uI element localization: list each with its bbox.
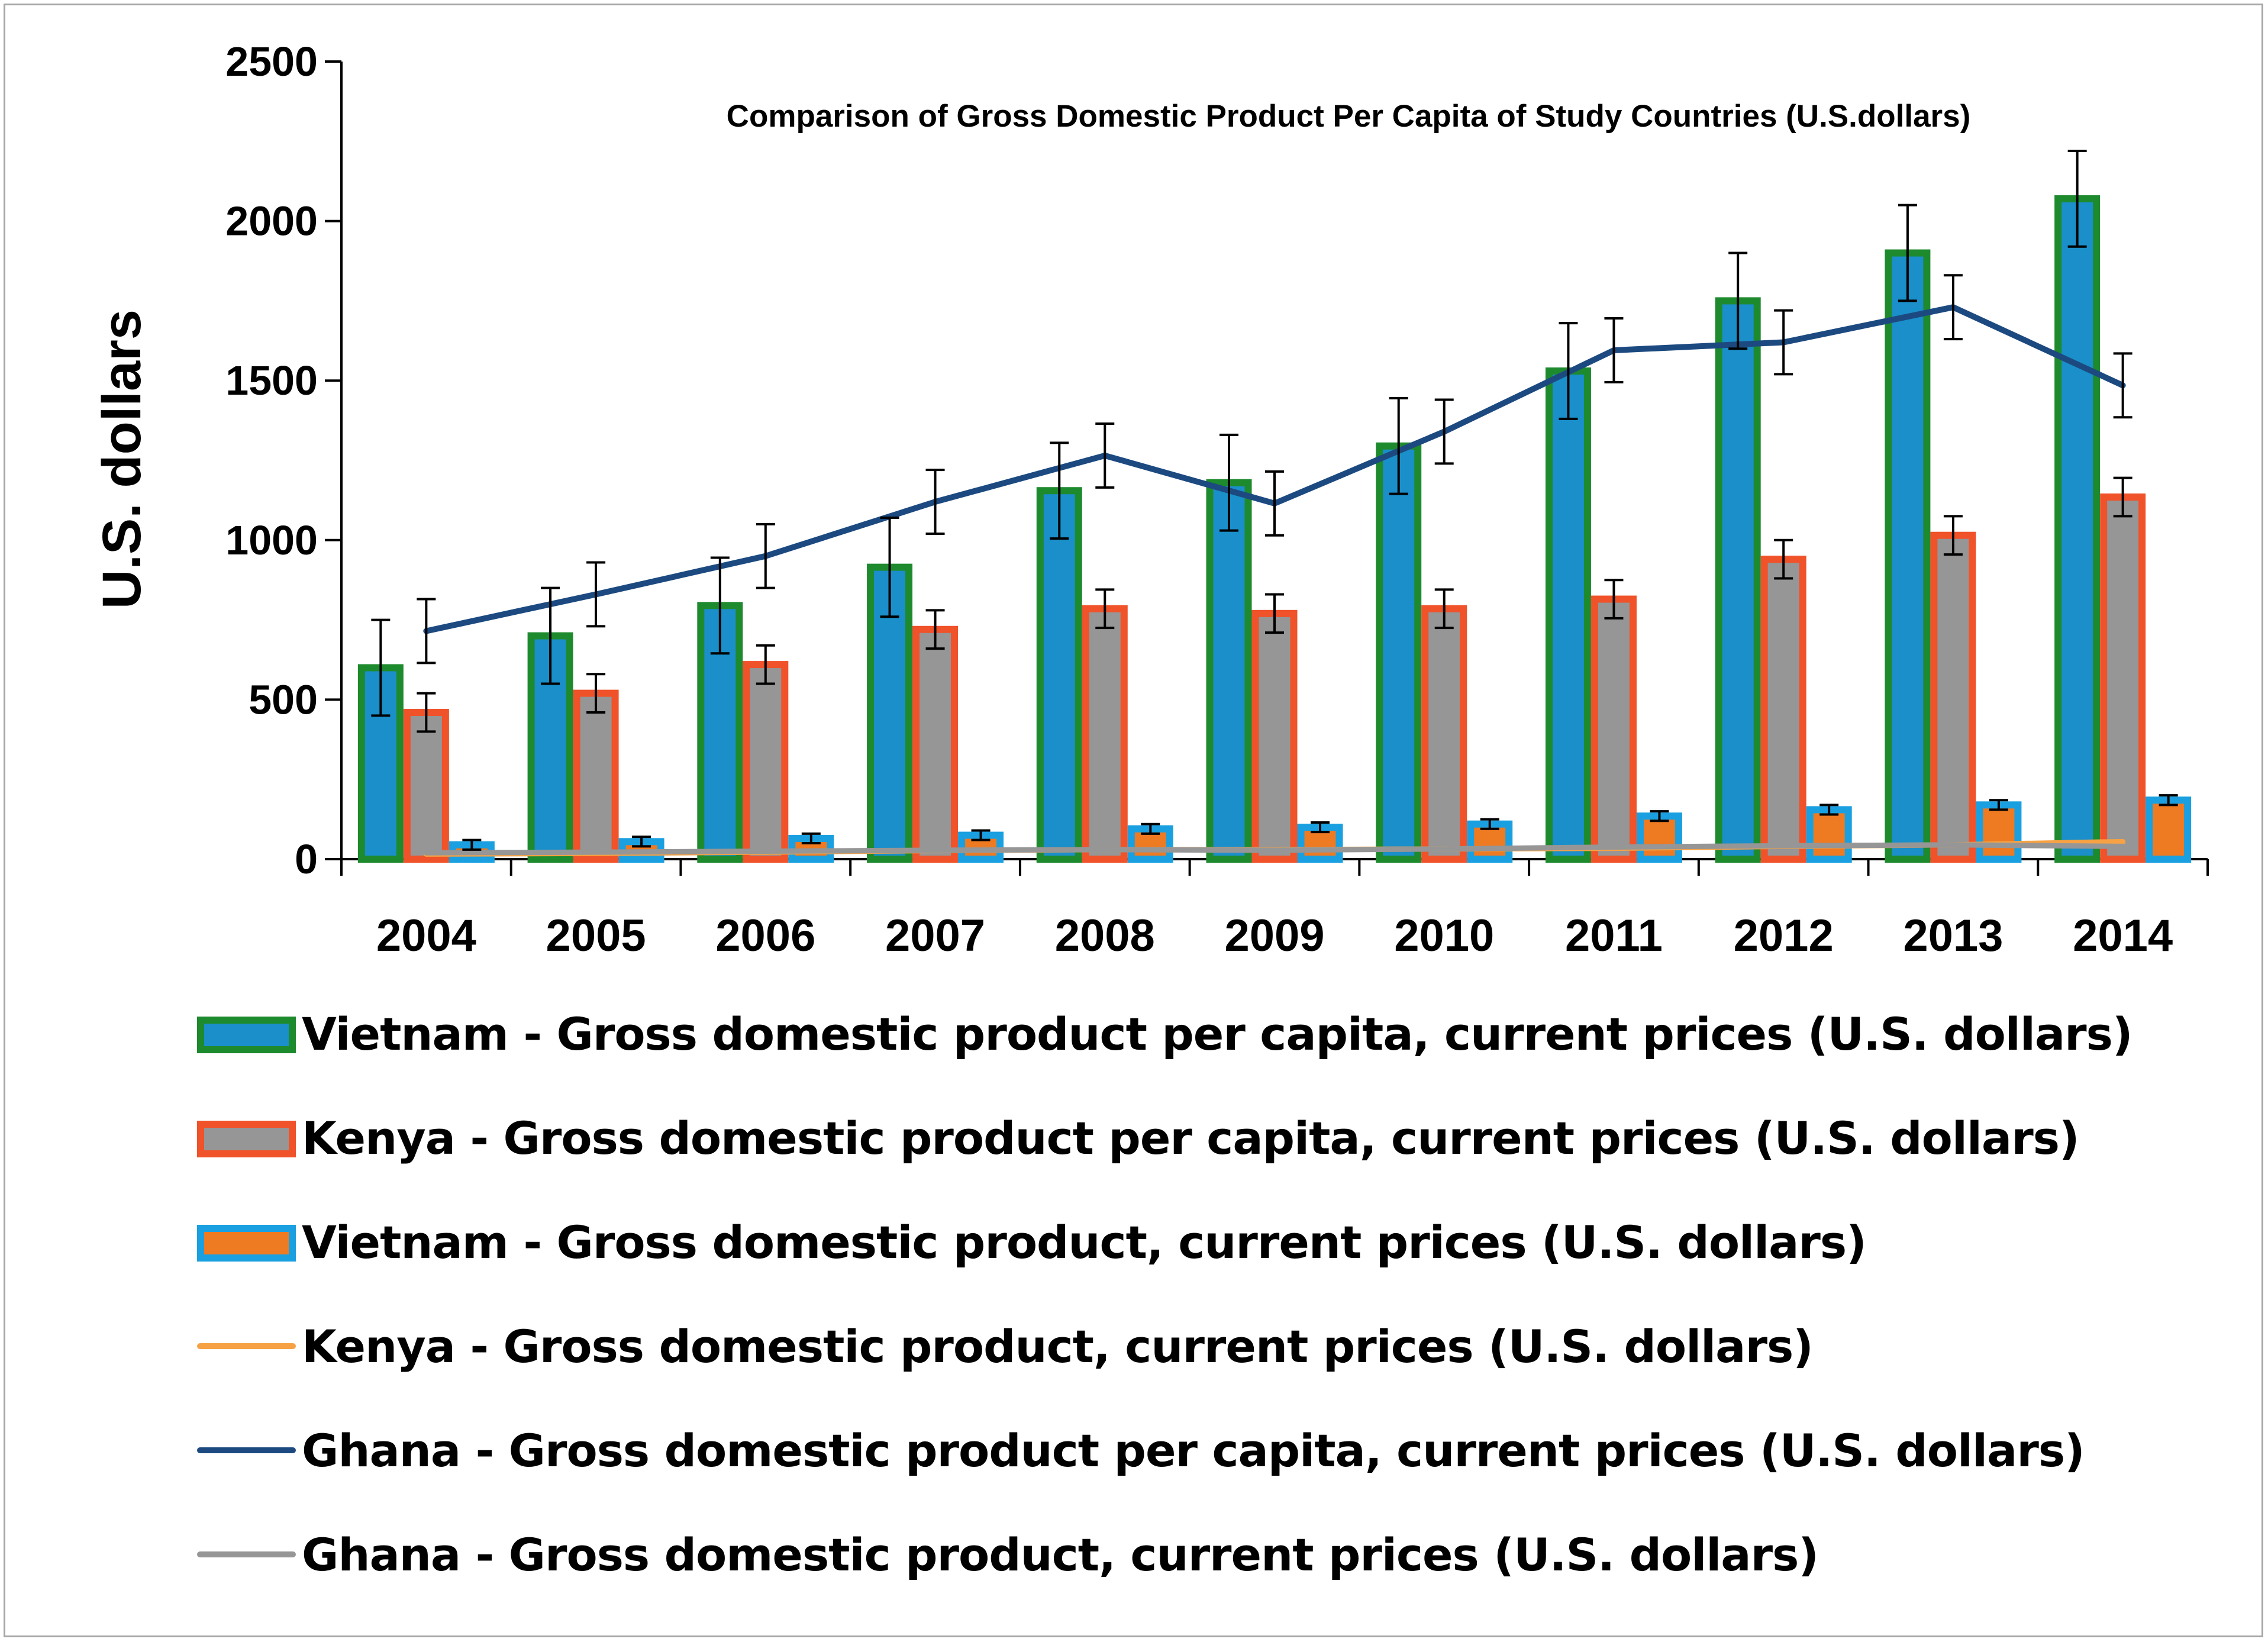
x-tick-label-2008: 2008: [1055, 911, 1155, 961]
x-tick-label-2006: 2006: [715, 911, 815, 961]
x-tick-label-2007: 2007: [885, 911, 985, 961]
chart-title: Comparison of Gross Domestic Product Per…: [727, 99, 1971, 134]
legend-item-kenya-gdp-per-capita: Kenya - Gross domestic product per capit…: [195, 1086, 2236, 1190]
x-tick-label-2014: 2014: [2073, 911, 2173, 961]
legend: Vietnam - Gross domestic product per cap…: [195, 982, 2236, 1606]
line-series-5: [423, 842, 2126, 856]
x-tick-label-2005: 2005: [546, 911, 646, 961]
bar-1-2013: [1930, 531, 1976, 863]
legend-label-ghana-gdp: Ghana - Gross domestic product, current …: [302, 1528, 1819, 1581]
legend-swatch-kenya-gdp: [195, 1327, 298, 1366]
bar-2-2011: [1636, 812, 1682, 863]
x-tick-label-2009: 2009: [1224, 911, 1324, 961]
axes: 0 500 1000 1500 2000 2500 2004 2005 2006 2007 2008…: [225, 38, 2209, 961]
bar-1-2005: [573, 689, 619, 863]
chart-frame: 0 500 1000 1500 2000 2500 2004 2005 2006 2007 2008…: [4, 4, 2263, 1637]
legend-swatch-ghana-gdp-per-capita: [195, 1431, 298, 1470]
bar-2-2012: [1806, 806, 1852, 863]
x-tick-label-2004: 2004: [376, 911, 476, 961]
legend-item-kenya-gdp: Kenya - Gross domestic product, current …: [195, 1294, 2236, 1398]
legend-label-vietnam-gdp: Vietnam - Gross domestic product, curren…: [302, 1215, 1867, 1269]
bar-2-2014: [2146, 796, 2192, 863]
y-tick-label-1000: 1000: [225, 517, 318, 563]
y-axis-label: U.S. dollars: [92, 309, 152, 609]
bar-1-2011: [1590, 595, 1637, 863]
legend-label-ghana-gdp-per-capita: Ghana - Gross domestic product per capit…: [302, 1424, 2085, 1477]
legend-label-kenya-gdp: Kenya - Gross domestic product, current …: [302, 1320, 1814, 1373]
bar-1-2010: [1421, 605, 1467, 863]
bar-1-2008: [1082, 605, 1128, 863]
bar-1-2004: [403, 708, 449, 863]
x-tick-label-2012: 2012: [1734, 911, 1834, 961]
bar-0-2011: [1545, 367, 1591, 863]
legend-item-vietnam-gdp: Vietnam - Gross domestic product, curren…: [195, 1190, 2236, 1294]
x-tick-label-2011: 2011: [1565, 911, 1663, 961]
bar-1-2009: [1251, 609, 1298, 863]
legend-label-vietnam-gdp-per-capita: Vietnam - Gross domestic product per cap…: [302, 1007, 2133, 1060]
bar-1-2007: [912, 625, 959, 863]
y-tick-label-0: 0: [295, 836, 318, 882]
y-tick-label-1500: 1500: [225, 357, 318, 404]
error-bars-layer: [371, 149, 2178, 851]
legend-swatch-kenya-gdp-per-capita: [195, 1118, 298, 1157]
legend-item-ghana-gdp: Ghana - Gross domestic product, current …: [195, 1502, 2236, 1606]
x-tick-label-2013: 2013: [1903, 911, 2003, 961]
legend-item-ghana-gdp-per-capita: Ghana - Gross domestic product per capit…: [195, 1398, 2236, 1502]
bar-0-2012: [1715, 297, 1761, 863]
legend-swatch-ghana-gdp: [195, 1535, 298, 1574]
bar-0-2008: [1036, 487, 1082, 863]
bar-1-2006: [743, 661, 789, 863]
legend-label-kenya-gdp-per-capita: Kenya - Gross domestic product per capit…: [302, 1111, 2080, 1164]
legend-swatch-vietnam-gdp: [195, 1222, 298, 1262]
bar-1-2012: [1760, 556, 1806, 863]
y-tick-label-2000: 2000: [225, 198, 318, 244]
bar-2-2009: [1297, 824, 1343, 863]
bar-0-2013: [1885, 249, 1931, 863]
legend-item-vietnam-gdp-per-capita: Vietnam - Gross domestic product per cap…: [195, 982, 2236, 1086]
bar-2-2013: [1976, 801, 2022, 863]
bar-0-2010: [1376, 442, 1422, 863]
y-tick-label-2500: 2500: [225, 38, 318, 85]
bar-0-2009: [1206, 479, 1252, 863]
bar-0-2007: [867, 563, 913, 863]
bar-1-2014: [2100, 493, 2146, 863]
bar-0-2014: [2054, 195, 2101, 863]
chart-canvas: 0 500 1000 1500 2000 2500 2004 2005 2006 2007 2008…: [92, 38, 2209, 961]
x-tick-label-2010: 2010: [1394, 911, 1494, 961]
legend-swatch-vietnam-gdp-per-capita: [195, 1014, 298, 1053]
line-series-4: [423, 304, 2126, 634]
y-tick-label-500: 500: [249, 676, 318, 722]
